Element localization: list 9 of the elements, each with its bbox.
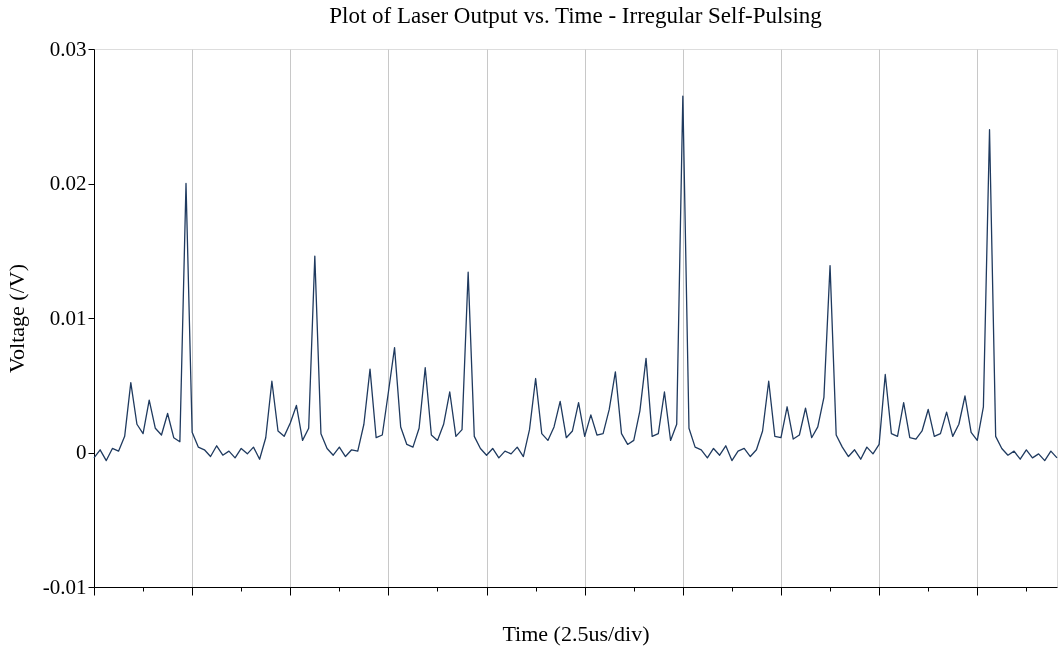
chart-title: Plot of Laser Output vs. Time - Irregular Self-Pulsing <box>329 3 823 28</box>
y-tick-label: -0.01 <box>42 574 87 599</box>
y-tick-label: 0 <box>76 440 87 464</box>
y-tick-label: 0.02 <box>49 171 87 195</box>
x-axis-title: Time (2.5us/div) <box>502 621 650 646</box>
line-series <box>93 95 1058 462</box>
y-tick-label: 0.01 <box>49 305 87 330</box>
y-axis-title: Voltage (/V) <box>3 264 29 373</box>
y-tick-label: 0.03 <box>49 36 87 61</box>
